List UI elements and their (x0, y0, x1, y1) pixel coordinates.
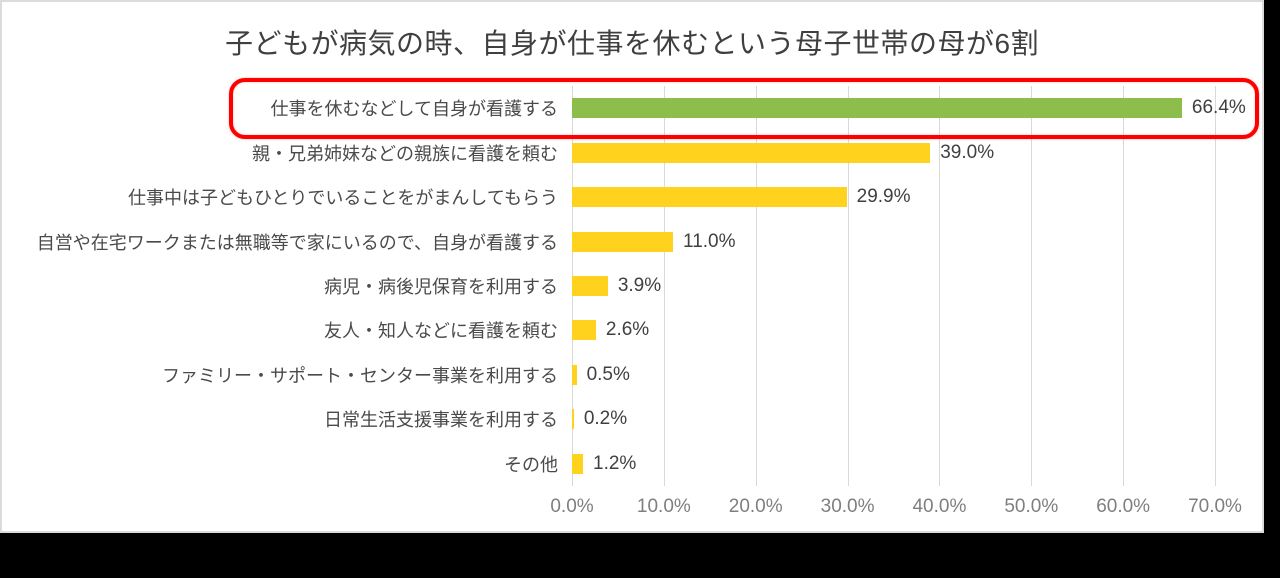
category-label: 親・兄弟姉妹などの親族に看護を頼む (252, 143, 558, 164)
bar-row: 11.0% (572, 219, 1262, 263)
bar (572, 275, 608, 296)
bar-value-label: 0.5% (586, 363, 630, 385)
x-tick-label: 40.0% (912, 496, 967, 517)
category-label: 仕事を休むなどして自身が看護する (270, 99, 558, 120)
bar (572, 453, 584, 474)
x-tick-label: 10.0% (636, 496, 691, 517)
gridline (1215, 86, 1216, 486)
gridline (939, 86, 941, 486)
x-tick-label: 60.0% (1096, 496, 1151, 517)
bar (572, 142, 931, 163)
x-tick-label: 20.0% (728, 496, 783, 517)
category-axis: 仕事を休むなどして自身が看護する親・兄弟姉妹などの親族に看護を頼む仕事中は子ども… (2, 86, 558, 486)
gridline (755, 86, 757, 486)
category-label: 病児・病後児保育を利用する (324, 276, 558, 297)
bar-value-label: 29.9% (856, 186, 911, 208)
x-axis: 0.0% 10.0% 20.0% 30.0% 40.0% 50.0% 60.0% 70.0% (550, 496, 1242, 522)
category-label: 自営や在宅ワークまたは無職等で家にいるので、自身が看護する (36, 232, 558, 253)
category-label: 仕事中は子どもひとりでいることをがまんしてもらう (127, 188, 558, 209)
category-label: ファミリー・サポート・センター事業を利用する (162, 365, 558, 386)
bar-value-label: 2.6% (605, 319, 650, 341)
bar-row: 0.2% (572, 397, 1262, 441)
bar-value-label: 0.2% (583, 408, 628, 430)
x-tick-label: 30.0% (820, 496, 875, 517)
gridline (847, 86, 849, 486)
bar-row: 2.6% (572, 308, 1262, 352)
bar-row: 39.0% (572, 130, 1262, 174)
gridline (1031, 86, 1033, 486)
bar (572, 231, 674, 252)
gridline (663, 86, 665, 486)
bar-row: 66.4% (572, 86, 1262, 130)
bar-value-label: 66.4% (1191, 97, 1246, 119)
category-label: 友人・知人などに看護を頼む (324, 321, 558, 342)
category-label: 日常生活支援事業を利用する (324, 410, 558, 431)
x-tick-label: 0.0% (550, 496, 594, 517)
gridline (1123, 86, 1125, 486)
bar (572, 187, 847, 208)
bar-value-label: 39.0% (940, 141, 995, 163)
bar-value-label: 3.9% (617, 274, 662, 296)
highlighted-bar (572, 98, 1182, 119)
bar-row: 3.9% (572, 264, 1262, 308)
bar-row: 1.2% (572, 442, 1262, 486)
chart-title: 子どもが病気の時、自身が仕事を休むという母子世帯の母が6割 (224, 28, 1040, 59)
x-tick-label: 50.0% (1004, 496, 1059, 517)
x-tick-label: 70.0% (1188, 496, 1242, 517)
bar-value-label: 1.2% (593, 452, 637, 474)
category-label: その他 (504, 454, 558, 475)
bar (572, 320, 596, 341)
bar-row: 29.9% (572, 175, 1262, 219)
chart-canvas: 子どもが病気の時、自身が仕事を休むという母子世帯の母が6割 仕事を休むなどして自… (0, 0, 1264, 533)
bar-rows: 66.4% 39.0% 29.9% 11.0% 3.9% 2.6% 0.5% 0.2% 1.2% (572, 86, 1262, 486)
bar-value-label: 11.0% (683, 230, 736, 252)
bar (572, 364, 577, 385)
bar-row: 0.5% (572, 353, 1262, 397)
bar (572, 409, 574, 430)
